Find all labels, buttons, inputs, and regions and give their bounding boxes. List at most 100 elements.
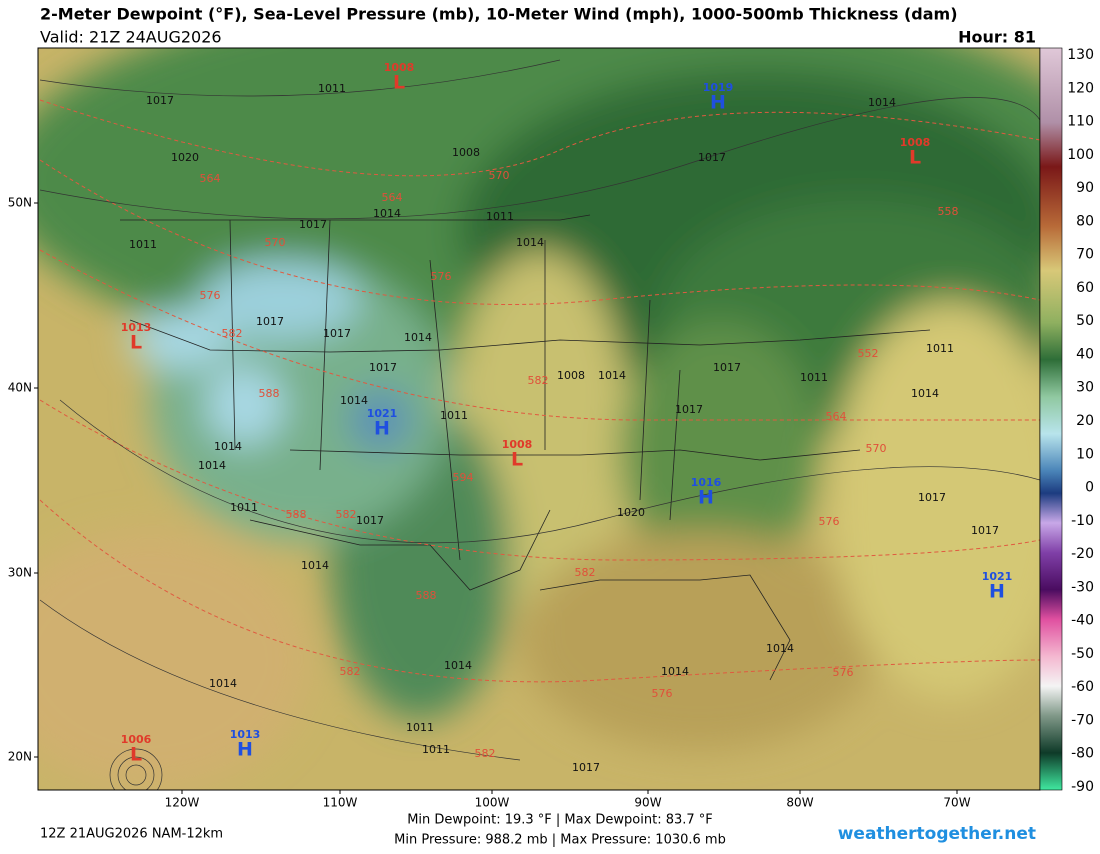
- isobar-label: 1017: [698, 151, 726, 164]
- pressure-center-letter: L: [511, 449, 523, 471]
- colorbar-label: 30: [1076, 380, 1094, 396]
- state-lines: [129, 319, 931, 353]
- isobar-label: 1014: [198, 459, 226, 472]
- colorbar-label: 90: [1076, 180, 1094, 196]
- isobar-label: 1014: [340, 394, 368, 407]
- isobar-label: 1014: [209, 677, 237, 690]
- longitude-label: 120W: [165, 796, 200, 810]
- thickness-label: 582: [222, 327, 243, 340]
- isobar-label: 1017: [299, 218, 327, 231]
- isobar-label: 1017: [675, 403, 703, 416]
- pressure-center-letter: L: [393, 72, 405, 94]
- pressure-center-value: 1021: [367, 407, 398, 420]
- thickness-label: 576: [833, 666, 854, 679]
- pressure-center-letter: H: [237, 739, 253, 761]
- colorbar-label: 110: [1067, 114, 1094, 130]
- colorbar-label: -40: [1071, 613, 1094, 629]
- pressure-center-value: 1019: [703, 81, 734, 94]
- thickness-label: 564: [200, 172, 221, 185]
- model-run: 12Z 21AUG2026 NAM-12km: [40, 827, 223, 842]
- isobar-label: 1017: [971, 524, 999, 537]
- colorbar-label: 40: [1076, 346, 1094, 362]
- isobar-label: 1017: [323, 327, 351, 340]
- pressure-center-letter: H: [374, 418, 390, 440]
- thickness-label: 588: [286, 508, 307, 521]
- colorbar-label: 130: [1067, 47, 1094, 63]
- colorbar-label: -30: [1071, 579, 1094, 595]
- thickness-label: 576: [200, 289, 221, 302]
- state-lines: [289, 449, 861, 461]
- isobars: [39, 59, 1040, 790]
- pressure-center-value: 1016: [691, 476, 722, 489]
- longitude-label: 90W: [634, 796, 661, 810]
- forecast-hour: Hour: 81: [958, 28, 1036, 47]
- isobar-label: 1011: [318, 82, 346, 95]
- pressure-center-letter: L: [130, 332, 142, 354]
- isobar-label: 1011: [422, 743, 450, 756]
- isobar-label: 1014: [214, 440, 242, 453]
- thickness-label: 576: [819, 515, 840, 528]
- colorbar: [1039, 47, 1063, 791]
- isobar-label: 1011: [440, 409, 468, 422]
- site-credit: weathertogether.net: [838, 824, 1036, 844]
- isobar-label: 1020: [617, 506, 645, 519]
- thickness-label: 558: [938, 205, 959, 218]
- isobar-label: 1014: [404, 331, 432, 344]
- pressure-center-value: 1006: [121, 733, 152, 746]
- pressure-center-value: 1021: [982, 570, 1013, 583]
- isobar-label: 1014: [661, 665, 689, 678]
- pressure-center-letter: L: [130, 744, 142, 766]
- colorbar-label: -20: [1071, 546, 1094, 562]
- borders: [120, 214, 931, 681]
- colorbar-label: -90: [1071, 779, 1094, 795]
- isobar-label: 1014: [868, 96, 896, 109]
- isobar-label: 1017: [918, 491, 946, 504]
- colorbar-label: 70: [1076, 247, 1094, 263]
- pressure-stats: Min Pressure: 988.2 mb | Max Pressure: 1…: [394, 833, 726, 848]
- thickness-label: 582: [528, 374, 549, 387]
- isobar-label: 1011: [800, 371, 828, 384]
- pressure-center-value: 1008: [384, 61, 415, 74]
- us-mexico-border: [249, 509, 551, 591]
- colorbar-label: -60: [1071, 679, 1094, 695]
- latitude-label: 50N: [8, 196, 32, 210]
- isobar-label: 1014: [373, 207, 401, 220]
- longitude-label: 100W: [475, 796, 510, 810]
- thickness-label: 564: [382, 191, 403, 204]
- thickness-label: 576: [431, 270, 452, 283]
- latitude-label: 20N: [8, 750, 32, 764]
- latitude-label: 30N: [8, 566, 32, 580]
- isobar-label: 1011: [926, 342, 954, 355]
- isobar-label: 1017: [369, 361, 397, 374]
- isobar-label: 1011: [406, 721, 434, 734]
- colorbar-label: 20: [1076, 413, 1094, 429]
- colorbar-label: 100: [1067, 147, 1094, 163]
- colorbar-label: 50: [1076, 313, 1094, 329]
- thickness-label: 594: [453, 471, 474, 484]
- longitude-label: 110W: [323, 796, 358, 810]
- isobar-label: 1017: [146, 94, 174, 107]
- thickness-label: 588: [259, 387, 280, 400]
- pressure-center-letter: H: [698, 487, 714, 509]
- pressure-center-value: 1013: [230, 728, 261, 741]
- thickness-contours: [39, 99, 1040, 683]
- thickness-label: 582: [336, 508, 357, 521]
- valid-time: Valid: 21Z 24AUG2026: [40, 28, 222, 47]
- isobar-label: 1017: [356, 514, 384, 527]
- isobar-label: 1008: [452, 146, 480, 159]
- thickness-label: 582: [475, 747, 496, 760]
- thickness-label: 582: [340, 665, 361, 678]
- colorbar-label: 10: [1076, 446, 1094, 462]
- title: 2-Meter Dewpoint (°F), Sea-Level Pressur…: [40, 5, 958, 24]
- pressure-center-value: 1013: [121, 321, 152, 334]
- thickness-label: 570: [489, 169, 510, 182]
- thickness-label: 570: [866, 442, 887, 455]
- isobar-label: 1014: [444, 659, 472, 672]
- colorbar-label: -50: [1071, 646, 1094, 662]
- state-lines: [229, 219, 681, 561]
- colorbar-label: 80: [1076, 213, 1094, 229]
- colorbar-label: -10: [1071, 513, 1094, 529]
- us-canada-border: [120, 214, 591, 221]
- thickness-label: 564: [826, 410, 847, 423]
